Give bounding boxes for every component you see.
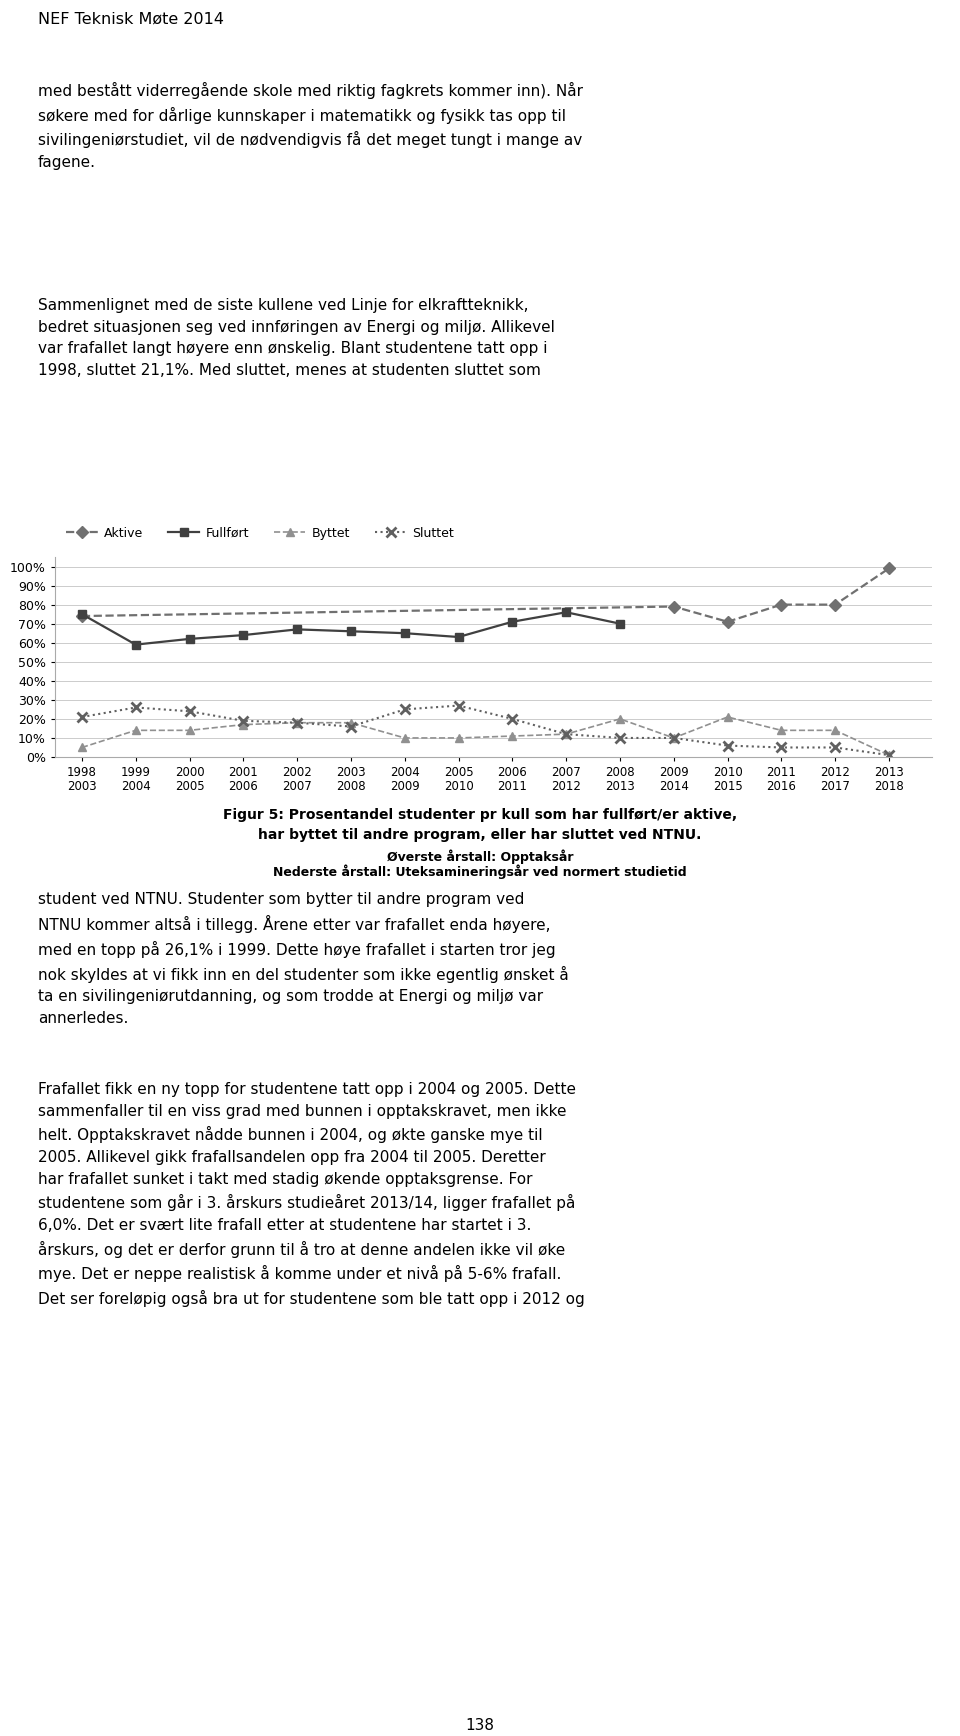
Text: student ved NTNU. Studenter som bytter til andre program ved
NTNU kommer altså i: student ved NTNU. Studenter som bytter t… [38,892,568,1026]
Text: 2009: 2009 [390,779,420,793]
Text: 2018: 2018 [875,779,903,793]
Text: 2017: 2017 [820,779,851,793]
Text: Nederste årstall: Uteksamineringsår ved normert studietid: Nederste årstall: Uteksamineringsår ved … [274,865,686,878]
Text: Frafallet fikk en ny topp for studentene tatt opp i 2004 og 2005. Dette
sammenfa: Frafallet fikk en ny topp for studentene… [38,1082,585,1307]
Text: 2008: 2008 [336,779,366,793]
Text: 2011: 2011 [497,779,527,793]
Text: Figur 5: Prosentandel studenter pr kull som har fullført/er aktive,: Figur 5: Prosentandel studenter pr kull … [223,807,737,823]
Legend: Aktive, Fullført, Byttet, Sluttet: Aktive, Fullført, Byttet, Sluttet [61,523,459,545]
Text: 2005: 2005 [175,779,204,793]
Text: 2015: 2015 [712,779,742,793]
Text: 2010: 2010 [444,779,473,793]
Text: Øverste årstall: Opptaksår: Øverste årstall: Opptaksår [387,849,573,863]
Text: 2016: 2016 [766,779,796,793]
Text: har byttet til andre program, eller har sluttet ved NTNU.: har byttet til andre program, eller har … [258,828,702,842]
Text: 2006: 2006 [228,779,258,793]
Text: 2007: 2007 [282,779,312,793]
Text: med bestått viderregående skole med riktig fagkrets kommer inn). Når
søkere med : med bestått viderregående skole med rikt… [38,82,583,170]
Text: Sammenlignet med de siste kullene ved Linje for elkraftteknikk,
bedret situasjon: Sammenlignet med de siste kullene ved Li… [38,299,555,378]
Text: 2013: 2013 [605,779,635,793]
Text: 2003: 2003 [67,779,97,793]
Text: 138: 138 [466,1719,494,1733]
Text: NEF Teknisk Møte 2014: NEF Teknisk Møte 2014 [38,12,224,28]
Text: 2014: 2014 [659,779,688,793]
Text: 2012: 2012 [551,779,581,793]
Text: 2004: 2004 [121,779,151,793]
